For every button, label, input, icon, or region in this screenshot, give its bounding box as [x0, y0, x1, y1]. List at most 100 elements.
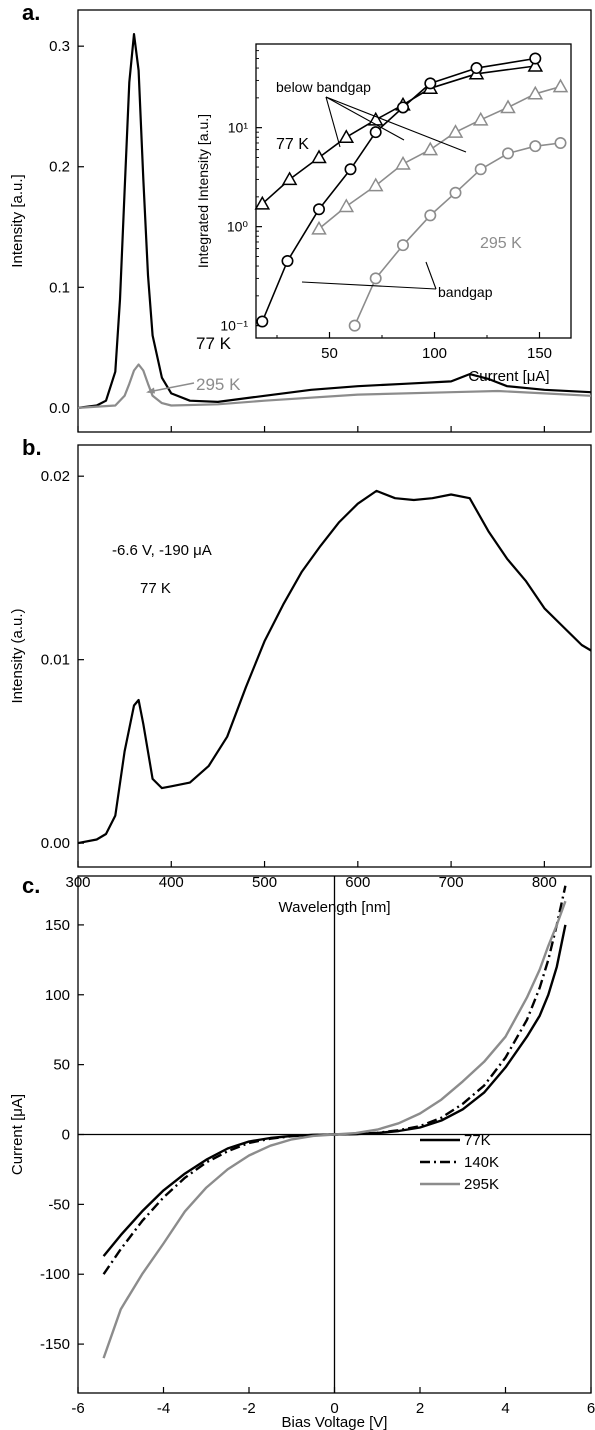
- marker-triangle-inset: [311, 149, 327, 164]
- x-tick-label-b: 600: [345, 874, 370, 891]
- arrow-below-bandgap-2: [325, 96, 405, 141]
- y-tick-label-a: 0.0: [49, 400, 70, 417]
- chart-iv-curves: -150 -100 -50 0 50 100 150 -6 -4 -2 0 2 4 6 Bias Volta…: [9, 875, 595, 1430]
- series-line-inset-2: [318, 85, 561, 230]
- chart-integrated-intensity-inset: 50 100 150 10⁻¹ 10⁰ 10¹ Current [μA] Integrated…: [195, 43, 572, 385]
- series-line-a-0: [77, 32, 592, 409]
- annotation-arrow-295k-a: [147, 382, 195, 393]
- marker-triangle-inset: [338, 198, 355, 213]
- marker-triangle-inset: [338, 129, 355, 143]
- x-tick-label-inset: 50: [321, 345, 338, 362]
- y-tick-label-b: 0.02: [41, 468, 70, 485]
- y-axis-label-a: Intensity [a.u.]: [9, 174, 26, 267]
- marker-circle-inset: [470, 62, 483, 75]
- marker-triangle-inset: [527, 57, 544, 72]
- y-tick-label-c: -100: [40, 1266, 70, 1283]
- plot-frame-a: [77, 9, 592, 433]
- y-tick-label-c: -150: [40, 1336, 70, 1353]
- x-tick-label-inset: 150: [527, 345, 552, 362]
- panel-c-label: c.: [22, 873, 40, 898]
- x-tick-label-b: 400: [159, 874, 184, 891]
- annotation-below-bandgap: below bandgap: [276, 79, 371, 95]
- arrow-below-bandgap-3: [325, 96, 467, 153]
- marker-triangle-inset: [527, 85, 544, 100]
- annotation-arrowhead-295k-a: [146, 387, 155, 394]
- series-line-b: [77, 489, 592, 845]
- arrow-bandgap-2: [425, 261, 437, 290]
- marker-triangle-inset: [367, 177, 384, 192]
- x-tick-label-c: 4: [501, 1400, 509, 1417]
- x-tick-label-c: 6: [587, 1400, 595, 1417]
- marker-triangle-inset: [472, 111, 489, 126]
- x-axis-label-c: Bias Voltage [V]: [282, 1414, 388, 1430]
- chart-spectrum-a: 0.0 0.1 0.2 0.3 Intensity [a.u.] 77 K 295 K: [9, 9, 592, 433]
- annotation-77k-a: 77 K: [196, 334, 232, 353]
- y-tick-label-inset: 10⁻¹: [220, 318, 248, 334]
- y-tick-label-c: 50: [53, 1057, 70, 1074]
- marker-circle-inset: [312, 203, 325, 216]
- series-line-c-295K: [102, 900, 567, 1359]
- arrow-below-bandgap-1: [325, 96, 341, 148]
- plot-frame-inset: [255, 43, 572, 339]
- x-axis-label-inset: Current [μA]: [468, 368, 549, 385]
- y-tick-label-b: 0.00: [41, 835, 70, 852]
- y-axis-label-b: Intensity (a.u.): [9, 608, 26, 703]
- y-tick-label-b: 0.01: [41, 652, 70, 669]
- x-tick-label-c: -4: [157, 1400, 170, 1417]
- marker-circle-inset: [256, 315, 269, 328]
- marker-circle-inset: [369, 272, 382, 285]
- marker-triangle-inset: [552, 78, 569, 93]
- annotation-77k-inset: 77 K: [276, 136, 309, 153]
- plot-frame-b: [77, 444, 592, 868]
- series-line-a-1: [77, 363, 592, 409]
- y-tick-label-c: 150: [45, 917, 70, 934]
- marker-triangle-inset: [311, 220, 327, 235]
- x-tick-label-b: 800: [532, 874, 557, 891]
- legend-label-77K: 77K: [464, 1132, 491, 1149]
- annotation-295k-a: 295 K: [196, 375, 241, 394]
- annotation-bias-b: -6.6 V, -190 μA: [112, 542, 212, 559]
- y-tick-label-a: 0.1: [49, 279, 70, 296]
- marker-triangle-inset: [281, 171, 298, 186]
- legend-label-295K: 295K: [464, 1176, 499, 1193]
- marker-circle-inset: [424, 209, 437, 222]
- y-tick-label-c: -50: [48, 1196, 70, 1213]
- marker-circle-inset: [529, 52, 542, 65]
- x-tick-label-b: 500: [252, 874, 277, 891]
- marker-triangle-inset: [422, 141, 439, 156]
- panel-b-label: b.: [22, 435, 42, 460]
- legend-label-140K: 140K: [464, 1154, 499, 1171]
- marker-circle-inset: [281, 254, 294, 267]
- annotation-bandgap: bandgap: [438, 284, 493, 300]
- inset-background: [256, 44, 571, 338]
- y-tick-label-a: 0.3: [49, 38, 70, 55]
- annotation-77k-b: 77 K: [140, 580, 171, 597]
- x-tick-label-b: 700: [439, 874, 464, 891]
- y-tick-label-c: 0: [62, 1127, 70, 1144]
- y-tick-label-inset: 10¹: [228, 120, 249, 136]
- marker-circle-inset: [449, 186, 462, 199]
- marker-triangle-inset: [500, 99, 516, 114]
- marker-circle-inset: [396, 239, 409, 252]
- x-tick-label-c: 0: [330, 1400, 338, 1417]
- y-axis-label-c: Current [μA]: [9, 1094, 26, 1175]
- marker-circle-inset: [501, 147, 514, 160]
- marker-circle-inset: [344, 163, 357, 176]
- marker-circle-inset: [369, 126, 382, 139]
- marker-circle-inset: [554, 136, 567, 149]
- x-tick-label-c: 2: [416, 1400, 424, 1417]
- marker-circle-inset: [424, 77, 437, 90]
- x-tick-label-inset: 100: [422, 345, 447, 362]
- panel-a-label: a.: [22, 0, 40, 25]
- x-tick-label-c: -6: [71, 1400, 84, 1417]
- annotation-295k-inset: 295 K: [480, 235, 522, 252]
- y-tick-label-inset: 10⁰: [227, 219, 249, 235]
- marker-circle-inset: [348, 319, 361, 332]
- y-axis-label-inset: Integrated Intensity [a.u.]: [195, 114, 211, 268]
- y-tick-label-c: 100: [45, 987, 70, 1004]
- x-tick-label-c: -2: [242, 1400, 255, 1417]
- marker-triangle-inset: [254, 195, 271, 210]
- marker-triangle-inset: [395, 155, 411, 170]
